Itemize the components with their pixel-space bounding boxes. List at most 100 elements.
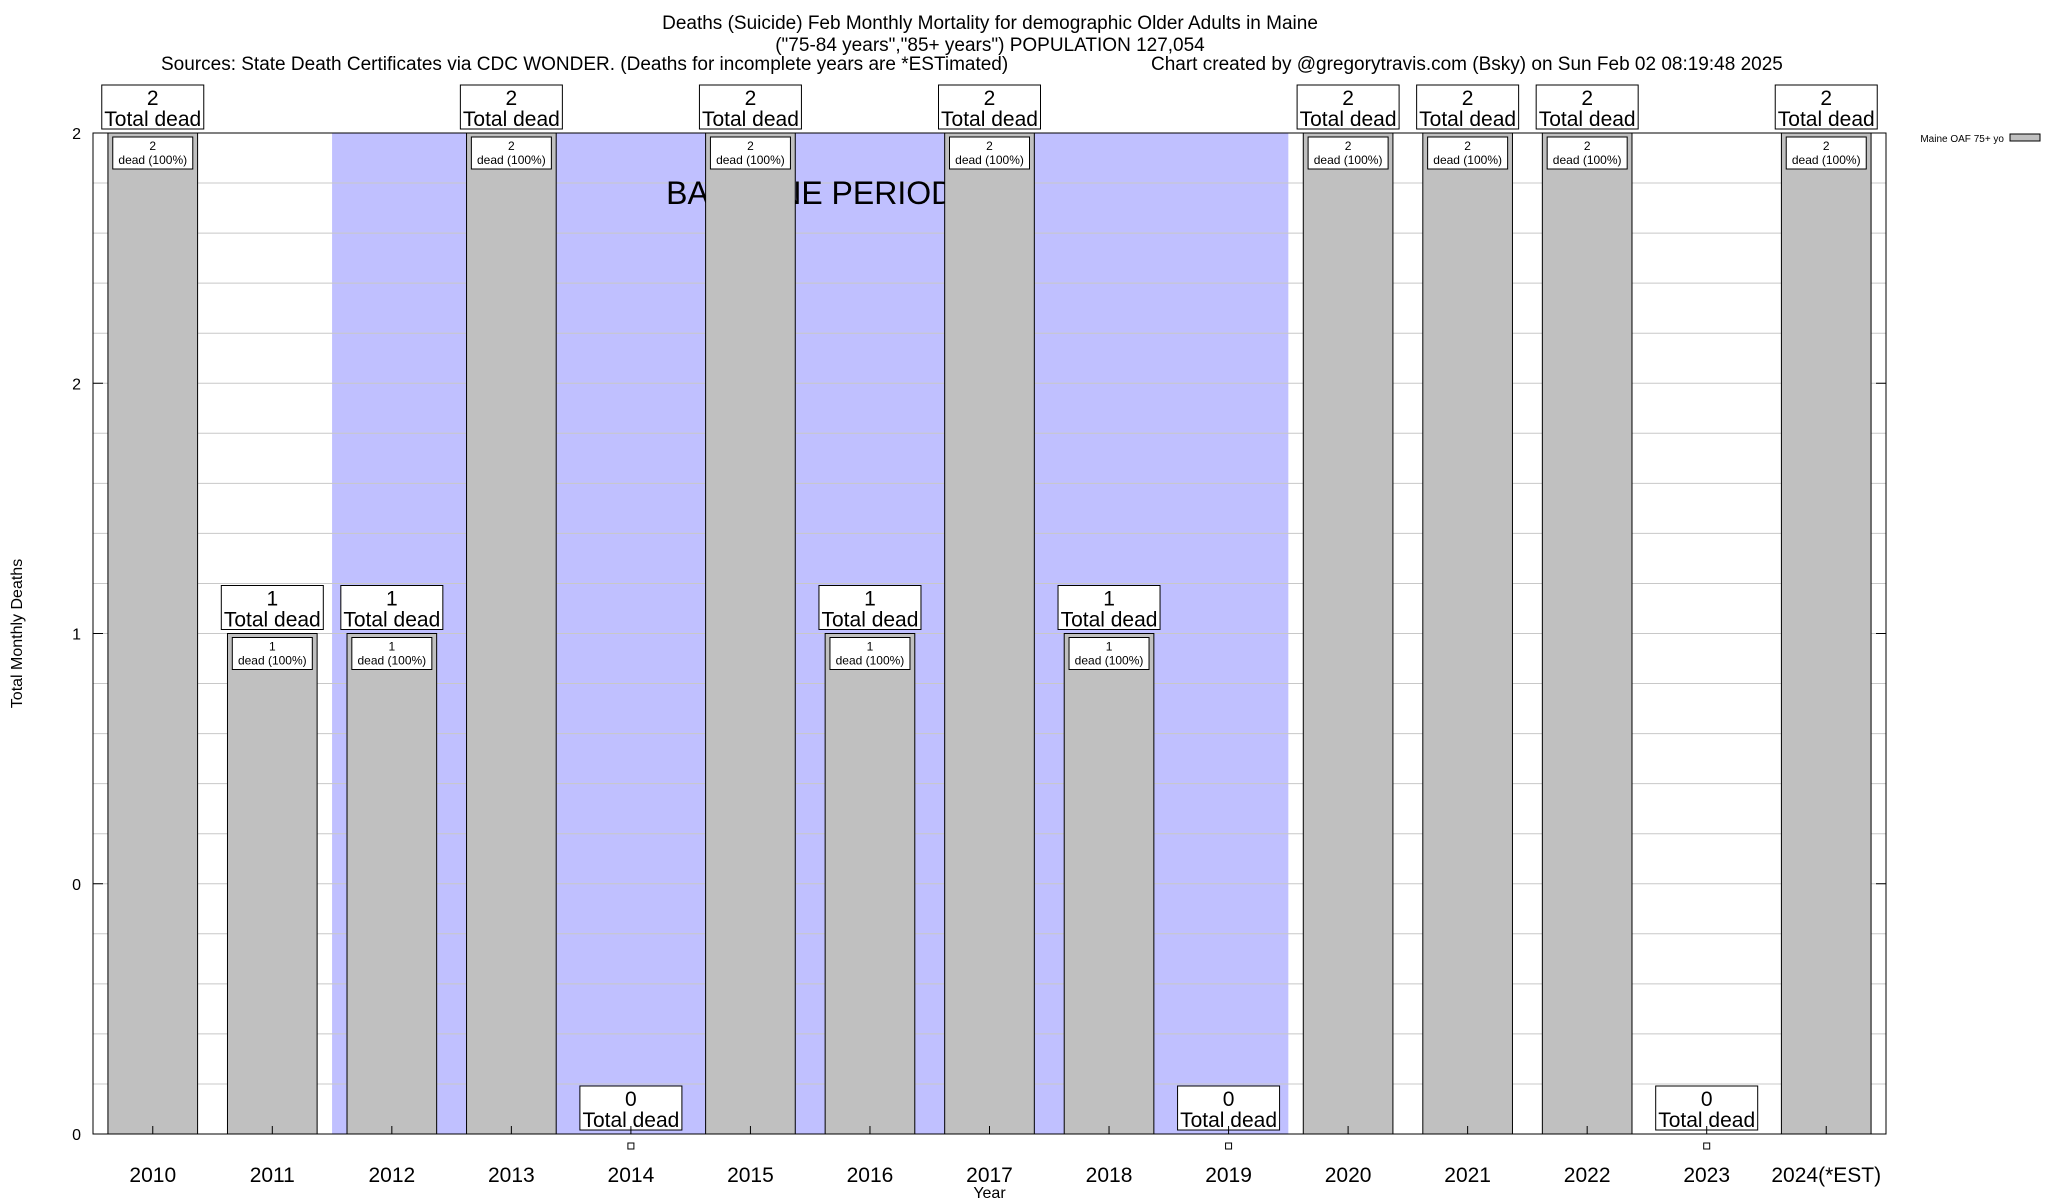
x-tick-label: 2011 bbox=[250, 1164, 295, 1187]
total-box bbox=[1535, 84, 1639, 130]
bar bbox=[226, 633, 318, 1135]
total-label: Total dead bbox=[1300, 108, 1397, 131]
x-tick-label: 2010 bbox=[129, 1164, 176, 1187]
total-label: 2 bbox=[1342, 87, 1354, 110]
bar bbox=[1422, 132, 1513, 1135]
bar bbox=[944, 132, 1035, 1135]
bar bbox=[107, 132, 199, 1135]
total-box bbox=[579, 1085, 683, 1131]
bar-value-label: 2 bbox=[1823, 139, 1830, 153]
total-box bbox=[1177, 1085, 1281, 1131]
bar-value-label: dead (100%) bbox=[118, 153, 187, 167]
total-label: Total dead bbox=[582, 1109, 679, 1132]
bar-value-label: 2 bbox=[986, 139, 993, 153]
total-box bbox=[1057, 585, 1161, 630]
bar-value-box bbox=[949, 136, 1030, 170]
bar-value-box bbox=[1546, 136, 1628, 170]
bar-value-label: 1 bbox=[867, 640, 874, 654]
bar bbox=[346, 633, 438, 1135]
chart-subtitle: ("75-84 years","85+ years") POPULATION 1… bbox=[775, 35, 1205, 56]
zero-point-marker bbox=[1703, 1142, 1711, 1150]
bar bbox=[1302, 132, 1394, 1135]
total-label: 0 bbox=[625, 1088, 637, 1111]
x-tick-label: 2013 bbox=[488, 1164, 535, 1187]
total-box bbox=[698, 84, 802, 130]
total-box bbox=[1296, 84, 1400, 130]
bar-value-label: dead (100%) bbox=[477, 153, 546, 167]
bar-value-box bbox=[1785, 136, 1867, 170]
total-label: 2 bbox=[984, 87, 996, 110]
total-label: Total dead bbox=[1539, 108, 1636, 131]
total-label: 1 bbox=[386, 588, 398, 611]
total-box bbox=[459, 84, 563, 130]
total-label: 0 bbox=[1223, 1088, 1235, 1111]
bar-value-label: 2 bbox=[508, 139, 515, 153]
chart-credit: Chart created by @gregorytravis.com (Bsk… bbox=[1151, 54, 1783, 75]
bar-value-box bbox=[351, 637, 433, 670]
total-label: 2 bbox=[147, 87, 159, 110]
bar bbox=[1541, 132, 1633, 1135]
bar-value-label: 2 bbox=[747, 139, 754, 153]
x-tick-label: 2024(*EST) bbox=[1771, 1164, 1881, 1187]
bar-value-label: dead (100%) bbox=[1314, 153, 1383, 167]
total-box bbox=[1655, 1085, 1759, 1131]
y-tick-label: 2 bbox=[72, 376, 81, 393]
bar-value-label: 2 bbox=[1464, 139, 1471, 153]
total-box bbox=[101, 84, 205, 130]
bar-value-box bbox=[231, 637, 313, 670]
x-tick-label: 2014 bbox=[608, 1164, 655, 1187]
total-label: Total dead bbox=[822, 609, 919, 632]
total-label: Total dead bbox=[343, 609, 440, 632]
total-box bbox=[220, 585, 324, 630]
total-box bbox=[340, 585, 444, 630]
bar-value-box bbox=[829, 637, 911, 670]
bar-value-label: dead (100%) bbox=[1553, 153, 1622, 167]
bar-value-box bbox=[1068, 637, 1150, 670]
total-label: Total dead bbox=[1180, 1109, 1277, 1132]
total-box bbox=[938, 84, 1041, 130]
x-tick-label: 2015 bbox=[727, 1164, 774, 1187]
bar-value-label: 1 bbox=[388, 640, 395, 654]
total-label: 2 bbox=[1462, 87, 1474, 110]
total-label: 0 bbox=[1701, 1088, 1713, 1111]
total-box bbox=[1416, 84, 1520, 130]
bar-value-label: 1 bbox=[1106, 640, 1113, 654]
x-tick-label: 2023 bbox=[1683, 1164, 1730, 1187]
zero-point-marker bbox=[1225, 1142, 1233, 1150]
total-label: Total dead bbox=[702, 108, 799, 131]
bar-value-label: dead (100%) bbox=[238, 654, 307, 668]
total-label: Total dead bbox=[104, 108, 201, 131]
bar-value-label: dead (100%) bbox=[716, 153, 785, 167]
total-label: 2 bbox=[745, 87, 757, 110]
total-label: Total dead bbox=[1658, 1109, 1755, 1132]
legend-label: Maine OAF 75+ yo bbox=[1920, 134, 2004, 145]
total-label: 2 bbox=[1581, 87, 1593, 110]
x-tick-label: 2018 bbox=[1086, 1164, 1133, 1187]
bar-value-label: dead (100%) bbox=[836, 654, 905, 668]
total-label: 1 bbox=[864, 588, 876, 611]
bar-value-label: dead (100%) bbox=[357, 654, 426, 668]
bar-value-label: 2 bbox=[1584, 139, 1591, 153]
bar-value-label: dead (100%) bbox=[955, 153, 1024, 167]
bar bbox=[1780, 132, 1872, 1135]
total-label: Total dead bbox=[224, 609, 321, 632]
total-label: Total dead bbox=[463, 108, 560, 131]
x-tick-label: 2022 bbox=[1564, 1164, 1611, 1187]
plot-frame bbox=[92, 132, 1887, 1135]
x-tick-label: 2017 bbox=[966, 1164, 1013, 1187]
total-label: 2 bbox=[1820, 87, 1832, 110]
x-tick-label: 2016 bbox=[847, 1164, 894, 1187]
total-label: Total dead bbox=[1778, 108, 1875, 131]
bar bbox=[1063, 633, 1155, 1135]
bar-value-box bbox=[709, 136, 791, 170]
y-tick-label: 1 bbox=[72, 627, 81, 644]
bar-value-label: 2 bbox=[1345, 139, 1352, 153]
bar bbox=[824, 633, 916, 1135]
total-label: Total dead bbox=[1061, 609, 1158, 632]
total-label: Total dead bbox=[941, 108, 1038, 131]
chart-title: Deaths (Suicide) Feb Monthly Mortality f… bbox=[662, 13, 1318, 34]
bar bbox=[705, 132, 796, 1135]
total-box bbox=[1774, 84, 1878, 130]
x-tick-label: 2021 bbox=[1444, 1164, 1491, 1187]
